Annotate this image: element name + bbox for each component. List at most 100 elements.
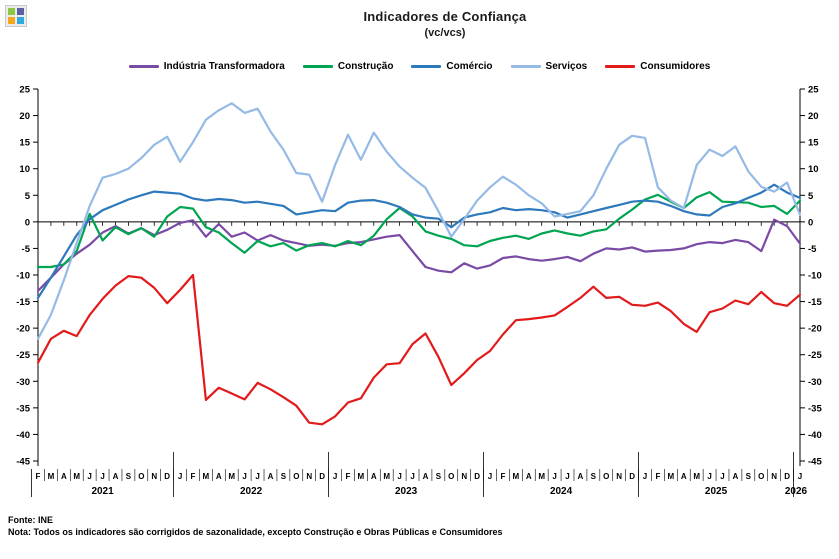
y-axis-label-right: -20 — [808, 324, 822, 335]
x-axis-month-label: D — [784, 472, 790, 481]
x-axis-month-label: J — [100, 472, 104, 481]
series-line-industria-transformadora — [36, 218, 802, 292]
x-axis-month-label: A — [423, 472, 429, 481]
x-axis-month-label: M — [203, 472, 210, 481]
y-axis-label-left: -35 — [16, 403, 30, 414]
legend-swatch-construcao — [302, 65, 333, 68]
x-axis-month-label: J — [410, 472, 414, 481]
y-axis-label-left: -30 — [16, 377, 30, 388]
x-axis-month-label: O — [293, 472, 299, 481]
y-axis-label-right: 5 — [808, 191, 814, 202]
x-axis-month-label: N — [616, 472, 622, 481]
x-axis-month-label: O — [758, 472, 764, 481]
legend-item-construcao: Construção — [302, 61, 394, 72]
y-axis-label-right: -15 — [808, 297, 822, 308]
x-axis-month-label: O — [138, 472, 144, 481]
x-axis-month-label: A — [268, 472, 274, 481]
x-axis-month-label: F — [346, 472, 351, 481]
x-axis-month-label: J — [242, 472, 246, 481]
legend-label: Serviços — [545, 61, 588, 72]
x-axis-month-label: M — [228, 472, 235, 481]
x-axis-year-label: 2026 — [785, 486, 808, 497]
x-axis-month-label: J — [87, 472, 91, 481]
x-axis-month-label: J — [333, 472, 337, 481]
y-axis-label-right: 25 — [808, 85, 819, 96]
legend-label: Construção — [337, 61, 394, 72]
y-axis-label-right: -25 — [808, 350, 822, 361]
legend-item-comercio: Comércio — [411, 61, 493, 72]
x-axis-month-label: J — [178, 472, 182, 481]
x-axis-month-label: N — [771, 472, 777, 481]
logo-square-2 — [8, 17, 15, 24]
y-axis-label-right: -5 — [808, 244, 817, 255]
series-line-servicos — [36, 102, 802, 340]
x-axis-year-label: 2023 — [395, 486, 418, 497]
x-axis-month-label: M — [48, 472, 55, 481]
legend-item-consumidores: Consumidores — [605, 61, 710, 72]
x-axis-month-label: S — [281, 472, 287, 481]
x-axis-month-label: M — [693, 472, 700, 481]
y-axis-label-left: -45 — [16, 457, 30, 468]
y-axis-label-right: -10 — [808, 271, 822, 282]
y-axis-label-right: -45 — [808, 457, 822, 468]
x-axis-month-label: D — [164, 472, 170, 481]
y-axis-label-left: -20 — [16, 324, 30, 335]
x-axis-month-label: M — [668, 472, 675, 481]
x-axis-month-label: S — [591, 472, 597, 481]
legend-label: Comércio — [446, 61, 493, 72]
x-axis-month-label: J — [798, 472, 802, 481]
y-axis-label-right: -30 — [808, 377, 822, 388]
x-axis-month-label: F — [36, 472, 41, 481]
y-axis-label-left: 5 — [25, 191, 31, 202]
x-axis-month-label: F — [191, 472, 196, 481]
x-axis-month-label: J — [565, 472, 569, 481]
x-axis-month-label: A — [371, 472, 377, 481]
axes: 25 25 20 20 15 15 10 10 5 5 0 0 -5 -5 -10 -10 -15 -15 -20 -… — [16, 85, 822, 468]
y-axis-label-left: -10 — [16, 271, 30, 282]
legend-label: Consumidores — [640, 61, 711, 72]
y-axis-label-right: -40 — [808, 430, 822, 441]
x-axis-month-label: M — [358, 472, 365, 481]
y-axis-label-left: -5 — [22, 244, 31, 255]
x-axis-year-label: 2024 — [550, 486, 573, 497]
footer-source: Fonte: INE — [8, 515, 53, 525]
footer-note: Nota: Todos os indicadores são corrigido… — [8, 527, 503, 537]
x-axis-month-label: A — [733, 472, 739, 481]
x-axis-month-label: A — [681, 472, 687, 481]
x-axis-month-label: M — [513, 472, 520, 481]
x-axis-month-label: J — [255, 472, 259, 481]
chart-footer: Fonte: INE Nota: Todos os indicadores sã… — [8, 514, 502, 538]
logo-square-1 — [17, 8, 24, 15]
legend-swatch-industria-transformadora — [128, 65, 159, 68]
x-axis-month-label: N — [306, 472, 312, 481]
legend-swatch-consumidores — [605, 65, 636, 68]
y-axis-label-right: 0 — [808, 217, 813, 228]
y-axis-label-left: -25 — [16, 350, 30, 361]
x-axis-month-label: A — [578, 472, 584, 481]
legend-swatch-comercio — [411, 65, 442, 68]
y-axis-label-left: -40 — [16, 430, 30, 441]
x-axis-year-label: 2021 — [91, 486, 114, 497]
y-axis-label-left: 20 — [19, 111, 30, 122]
x-axis-year-label: 2025 — [705, 486, 728, 497]
app-logo — [5, 5, 27, 27]
y-axis-label-left: 0 — [25, 217, 30, 228]
x-axis-month-label: M — [538, 472, 545, 481]
y-axis-label-left: 25 — [19, 85, 30, 96]
chart-header: Indicadores de Confiança (vc/vcs) — [50, 9, 839, 39]
chart-title: Indicadores de Confiança — [363, 9, 527, 24]
x-axis-month-label: O — [603, 472, 609, 481]
x-axis-month-label: J — [720, 472, 724, 481]
x-axis-month-label: J — [488, 472, 492, 481]
x-axis-month-label: J — [707, 472, 711, 481]
x-axis-month-label: S — [126, 472, 132, 481]
series-line-consumidores — [36, 273, 802, 426]
x-axis-year-label: 2022 — [240, 486, 263, 497]
chart-subtitle: (vc/vcs) — [424, 27, 466, 39]
y-axis-label-left: 15 — [19, 138, 30, 149]
x-axis-month-label: F — [501, 472, 506, 481]
y-axis-label-right: 10 — [808, 164, 819, 175]
